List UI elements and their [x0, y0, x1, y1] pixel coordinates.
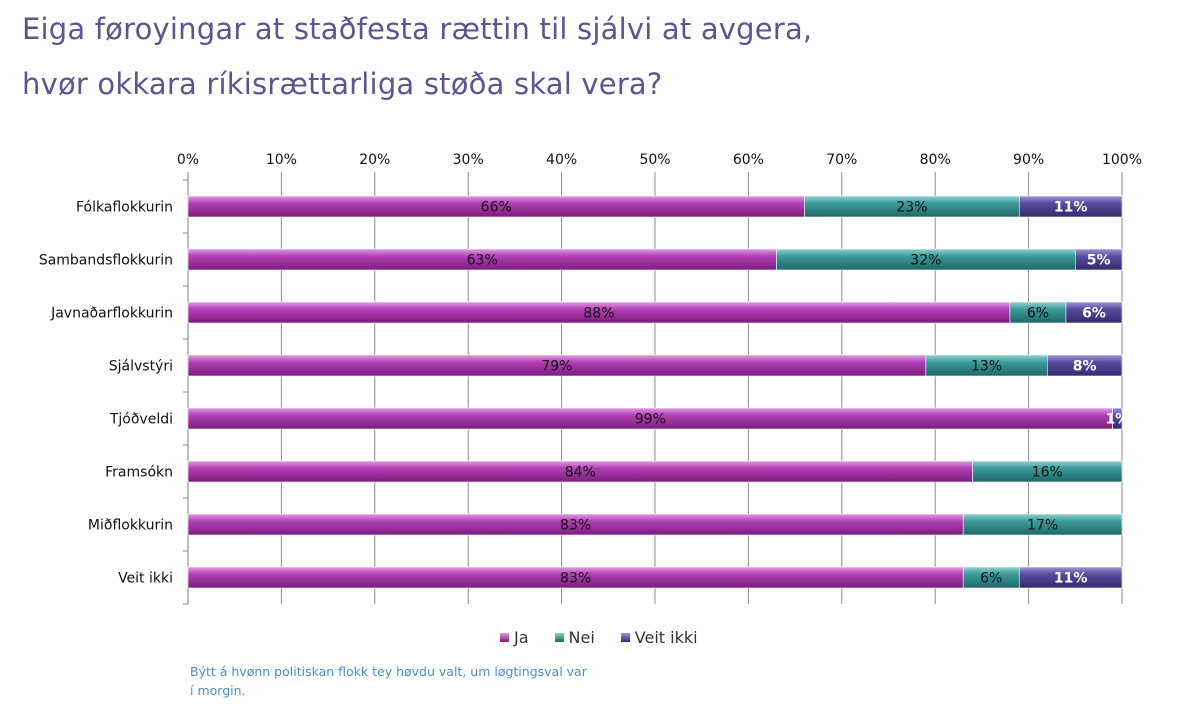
data-label: 88%: [583, 306, 614, 322]
x-tick-label: 70%: [826, 152, 857, 168]
data-label: 13%: [971, 359, 1002, 375]
x-tick-label: 40%: [546, 152, 577, 168]
data-label: 84%: [565, 465, 596, 481]
data-label: 6%: [1082, 306, 1106, 322]
data-label: 79%: [541, 359, 572, 375]
data-label: 5%: [1087, 253, 1111, 269]
category-label: Javnaðarflokkurin: [50, 306, 173, 322]
x-tick-label: 90%: [1013, 152, 1044, 168]
x-tick-label: 50%: [639, 152, 670, 168]
legend-label-veit-ikki: Veit ikki: [634, 628, 698, 647]
data-label: 11%: [1054, 200, 1088, 216]
bar-segment-veit-ikki: [1046, 354, 1123, 377]
data-label: 63%: [467, 253, 498, 269]
category-label: Tjóðveldi: [109, 412, 173, 428]
data-label: 83%: [560, 518, 591, 534]
bar-segment-veit-ikki: [1018, 566, 1123, 589]
bar-segment-veit-ikki: [1018, 195, 1123, 218]
bar-segment-veit-ikki: [1112, 407, 1123, 430]
legend-item-ja: Ja: [500, 628, 529, 647]
bar-segment-veit-ikki: [1075, 248, 1123, 271]
data-label: 8%: [1073, 359, 1097, 375]
chart-title-line-1: Eiga føroyingar at staðfesta rættin til …: [22, 12, 813, 46]
chart-title-line-2: hvør okkara ríkisrættarliga støða skal v…: [22, 67, 663, 101]
data-label: 66%: [481, 200, 512, 216]
legend-item-veit-ikki: Veit ikki: [620, 628, 698, 647]
data-label: 16%: [1032, 465, 1063, 481]
data-label: 6%: [980, 571, 1002, 587]
category-label: Sjálvstýri: [109, 359, 173, 375]
data-label: 23%: [896, 200, 927, 216]
category-label: Miðflokkurin: [88, 518, 173, 534]
legend-item-nei: Nei: [554, 628, 595, 647]
legend-swatch-ja: [500, 633, 509, 642]
bar-segment-veit-ikki: [1065, 301, 1123, 324]
bar-segment-nei: [972, 460, 1123, 483]
data-label: 99%: [635, 412, 666, 428]
x-tick-label: 100%: [1102, 152, 1142, 168]
legend-swatch-nei: [554, 633, 564, 642]
chart-legend: Ja Nei Veit ikki: [500, 628, 698, 647]
x-tick-label: 30%: [453, 152, 484, 168]
data-label: 1%: [1105, 412, 1129, 428]
legend-label-ja: Ja: [514, 628, 529, 647]
data-label: 83%: [560, 571, 591, 587]
legend-label-nei: Nei: [568, 628, 595, 647]
category-label: Fólkaflokkurin: [76, 200, 173, 216]
x-tick-label: 80%: [920, 152, 951, 168]
bar-segment-nei: [962, 513, 1123, 536]
x-tick-label: 0%: [177, 152, 199, 168]
chart-footnote: Býtt á hvønn politiskan flokk tey høvdu …: [190, 664, 587, 698]
data-label: 17%: [1027, 518, 1058, 534]
data-label: 11%: [1054, 571, 1088, 587]
data-label: 32%: [910, 253, 941, 269]
category-label: Veit ikki: [118, 571, 173, 587]
x-tick-label: 60%: [733, 152, 764, 168]
x-tick-label: 10%: [266, 152, 297, 168]
legend-swatch-veit-ikki: [620, 633, 630, 642]
data-label: 6%: [1027, 306, 1049, 322]
x-tick-label: 20%: [359, 152, 390, 168]
category-label: Sambandsflokkurin: [39, 253, 173, 269]
category-label: Framsókn: [105, 465, 173, 481]
